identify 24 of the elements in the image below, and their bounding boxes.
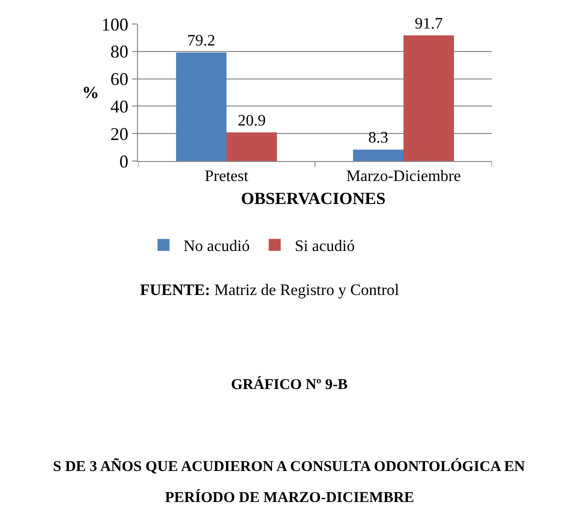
y-tick-label: 0 — [119, 151, 128, 172]
text: GRÁFICO Nº 9-B — [231, 376, 348, 393]
data-label: 8.3 — [368, 130, 388, 147]
y-tick-label: 40 — [110, 96, 128, 116]
text: PERÍODO DE MARZO-DICIEMBRE — [165, 489, 414, 506]
bar — [353, 150, 404, 161]
text: S DE 3 AÑOS QUE ACUDIERON A CONSULTA ODONTOLÓGICA EN — [53, 458, 526, 475]
y-tick-label: 100 — [101, 14, 128, 34]
x-tick-label: Pretest — [204, 168, 249, 186]
bar — [176, 52, 226, 161]
x-axis-title: OBSERVACIONES — [241, 189, 386, 208]
y-axis-title: % — [82, 83, 99, 102]
y-tick-label: 20 — [110, 124, 128, 144]
data-label: 79.2 — [187, 32, 216, 50]
bar — [226, 132, 277, 161]
x-tick-label: Marzo-Diciembre — [346, 168, 461, 186]
y-tick-label: 60 — [110, 69, 128, 90]
data-label: 20.9 — [238, 112, 266, 130]
legend-label: Si acudió — [294, 238, 355, 256]
source-note: FUENTE: Matriz de Registro y Control — [140, 282, 400, 299]
bar — [404, 35, 454, 161]
legend-label: No acudió — [184, 238, 250, 256]
data-label: 91.7 — [414, 15, 443, 32]
y-tick-label: 80 — [110, 42, 128, 62]
